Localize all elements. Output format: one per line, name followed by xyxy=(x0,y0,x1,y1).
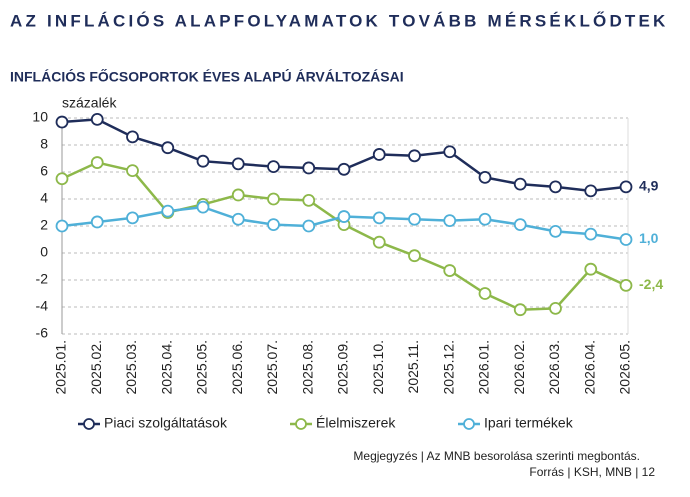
data-point xyxy=(90,112,104,126)
data-point xyxy=(196,154,210,168)
data-point xyxy=(126,164,139,178)
x-tick-label: 2025.09. xyxy=(335,340,351,395)
x-tick-label: 2026.04. xyxy=(581,340,597,395)
x-tick-label: 2025.05. xyxy=(194,340,210,395)
chart-title: AZ INFLÁCIÓS ALAPFOLYAMATOK TOVÁBB MÉRSÉ… xyxy=(10,11,669,30)
series-line xyxy=(61,118,627,193)
note: Megjegyzés | Az MNB besorolása szerinti … xyxy=(353,449,640,463)
y-tick-label: 0 xyxy=(40,244,48,260)
data-point xyxy=(584,262,598,276)
x-tick-label: 2025.01. xyxy=(53,340,69,395)
legend-swatch xyxy=(463,418,475,430)
legend-swatch xyxy=(83,418,95,430)
data-point xyxy=(126,211,139,225)
data-point xyxy=(408,149,421,163)
y-tick-label: -4 xyxy=(36,298,49,314)
data-point xyxy=(619,278,633,292)
x-tick-label: 2025.02. xyxy=(88,340,104,395)
data-point xyxy=(584,227,598,241)
legend-label: Piaci szolgáltatások xyxy=(104,415,228,431)
y-tick-label: -6 xyxy=(36,325,49,341)
data-point xyxy=(337,210,351,223)
y-axis-label: százalék xyxy=(62,95,117,111)
data-point xyxy=(372,235,386,249)
data-point xyxy=(549,301,562,315)
data-point xyxy=(231,157,245,171)
data-point xyxy=(549,180,562,194)
data-point xyxy=(443,145,457,159)
x-tick-label: 2025.03. xyxy=(123,340,139,395)
data-point xyxy=(372,211,386,225)
data-point xyxy=(302,193,316,207)
data-point xyxy=(90,156,104,169)
x-tick-label: 2025.07. xyxy=(264,340,280,395)
legend-label: Ipari termékek xyxy=(484,415,574,431)
data-label: 4,9 xyxy=(639,178,659,194)
data-point xyxy=(513,177,527,191)
data-point xyxy=(513,303,527,317)
data-point xyxy=(55,172,69,186)
data-label: 1,0 xyxy=(639,230,659,246)
y-tick-label: 6 xyxy=(40,163,48,179)
x-tick-label: 2026.03. xyxy=(546,340,562,395)
data-label: -2,4 xyxy=(639,276,663,292)
x-tick-label: 2026.02. xyxy=(511,340,527,395)
y-tick-label: -2 xyxy=(36,271,49,287)
data-point xyxy=(267,192,280,206)
data-point xyxy=(478,287,492,300)
data-point xyxy=(161,204,175,218)
data-point xyxy=(231,188,245,202)
y-tick-label: 8 xyxy=(40,136,48,152)
data-point xyxy=(584,184,598,198)
data-point xyxy=(267,218,280,232)
legend-swatch xyxy=(295,418,307,430)
data-point xyxy=(619,180,633,194)
source: Forrás | KSH, MNB | 12 xyxy=(529,465,655,479)
data-point xyxy=(549,224,562,238)
data-point xyxy=(619,233,633,246)
x-tick-label: 2025.08. xyxy=(299,340,315,395)
data-point xyxy=(55,219,69,233)
data-point xyxy=(302,219,316,233)
chart-subtitle: INFLÁCIÓS FŐCSOPORTOK ÉVES ALAPÚ ÁRVÁLTO… xyxy=(10,68,404,85)
data-point xyxy=(267,160,280,174)
data-point xyxy=(337,162,351,176)
data-point xyxy=(408,212,421,226)
data-point xyxy=(478,212,492,226)
data-point xyxy=(231,212,245,226)
data-point xyxy=(55,115,69,129)
x-tick-label: 2026.05. xyxy=(617,340,633,395)
x-tick-label: 2025.12. xyxy=(440,340,456,395)
x-tick-label: 2025.04. xyxy=(158,340,174,395)
x-tick-label: 2025.06. xyxy=(229,340,245,395)
data-point xyxy=(161,141,175,155)
data-point xyxy=(302,161,316,175)
data-point xyxy=(513,218,527,232)
y-tick-label: 4 xyxy=(40,190,48,206)
y-tick-label: 2 xyxy=(40,217,48,233)
x-tick-label: 2025.10. xyxy=(370,340,386,395)
data-point xyxy=(443,264,457,277)
data-point xyxy=(408,249,421,263)
y-tick-label: 10 xyxy=(32,109,48,125)
data-point xyxy=(443,214,457,228)
x-tick-label: 2026.01. xyxy=(476,340,492,395)
data-point xyxy=(126,130,139,144)
data-point xyxy=(372,148,386,161)
data-point xyxy=(196,200,210,214)
data-point xyxy=(478,170,492,184)
x-tick-label: 2025.11. xyxy=(405,340,421,393)
data-point xyxy=(90,215,104,229)
legend-label: Élelmiszerek xyxy=(316,415,396,431)
